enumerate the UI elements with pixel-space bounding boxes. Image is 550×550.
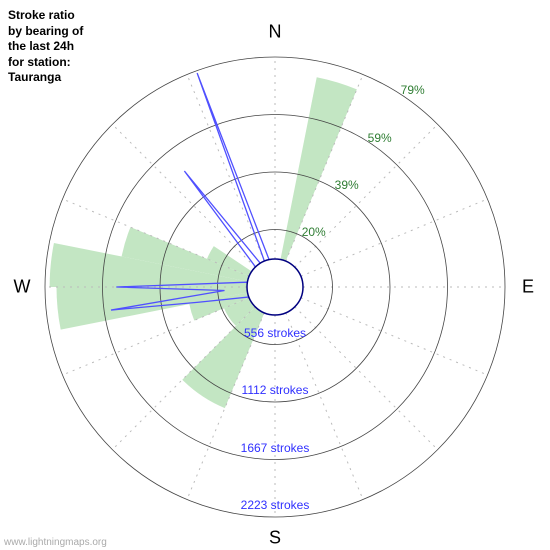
cardinal-N: N <box>269 22 282 43</box>
chart-title: Stroke ratio by bearing of the last 24h … <box>8 8 83 86</box>
pct-label: 39% <box>335 178 359 192</box>
strokes-label: 1667 strokes <box>241 441 310 455</box>
pct-label: 20% <box>302 225 326 239</box>
center-hole <box>247 259 303 315</box>
strokes-label: 556 strokes <box>244 326 306 340</box>
cardinal-W: W <box>14 277 31 298</box>
strokes-label: 2223 strokes <box>241 498 310 512</box>
strokes-label: 1112 strokes <box>242 383 309 397</box>
footer-credit: www.lightningmaps.org <box>4 537 107 548</box>
pct-label: 79% <box>401 83 425 97</box>
pct-label: 59% <box>368 131 392 145</box>
cardinal-E: E <box>522 277 534 298</box>
cardinal-S: S <box>269 528 281 549</box>
